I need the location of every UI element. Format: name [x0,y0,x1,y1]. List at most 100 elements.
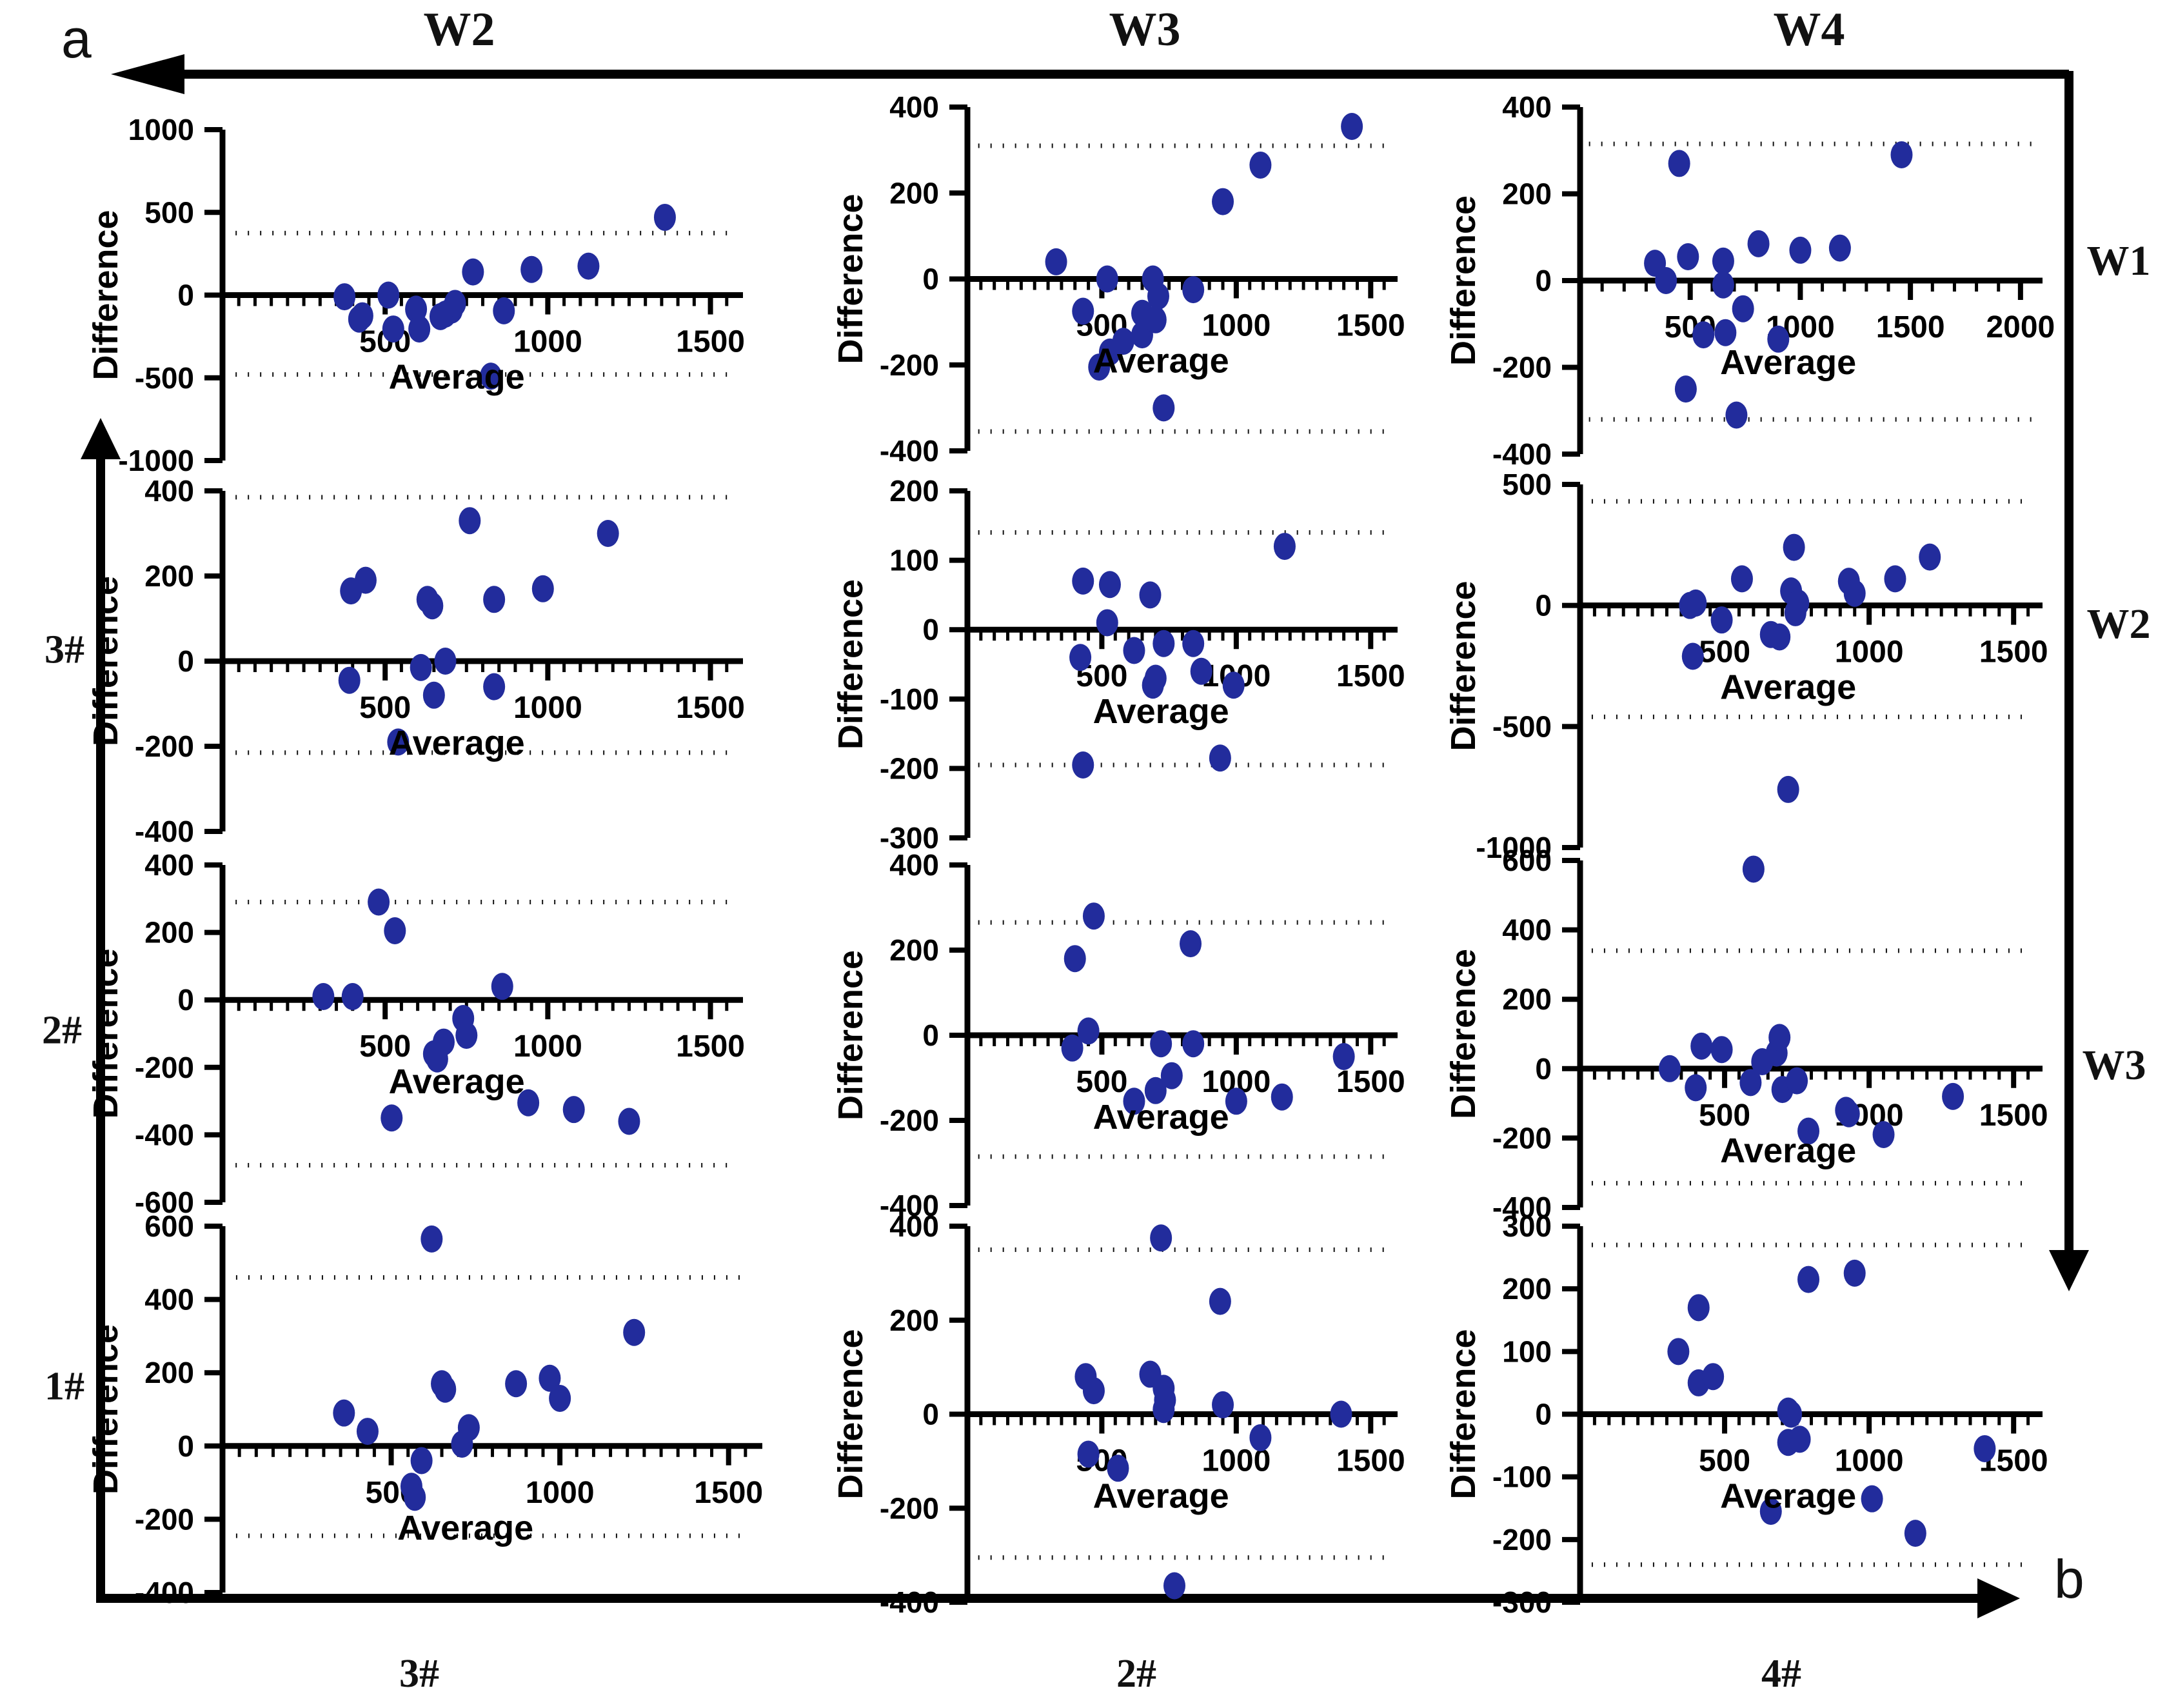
x-tick-label: 1000 [1835,635,1904,670]
y-tick-label: 400 [1502,913,1552,947]
data-point [1144,1077,1167,1104]
plot-w2-w2: 400 200 0 -200 -400 500 1000 1500 Difference Aver… [86,474,745,848]
data-point [459,507,481,535]
y-tick-label: 0 [177,644,194,678]
panel-label-b: b [2054,1549,2084,1609]
data-point [1797,1117,1820,1145]
y-tick-label: 100 [1502,1335,1552,1368]
data-point [1182,276,1205,304]
data-point [483,673,506,700]
x-axis-title: Average [1720,343,1856,382]
y-tick-label: -1000 [118,444,194,477]
data-point [1209,1287,1231,1315]
data-point [421,592,444,620]
y-tick-label: -200 [1492,351,1552,384]
data-point [531,575,554,602]
data-point [1884,565,1906,593]
data-point [1153,394,1175,422]
data-point [410,1447,433,1475]
y-tick-label: 0 [1535,589,1552,622]
x-tick-label: 1500 [1336,1444,1405,1478]
right-arrow-down-head-icon [2049,1250,2089,1291]
data-point [1077,1017,1100,1045]
data-point [1828,234,1851,262]
x-axis-title: Average [1720,1131,1856,1170]
x-axis-title: Average [1093,692,1229,731]
data-point [623,1318,646,1346]
y-axis-title: Difference [831,950,870,1120]
data-point [1212,1391,1234,1418]
panel-label-a: a [61,8,92,69]
data-point [1212,188,1234,215]
y-tick-label: 1000 [128,113,194,146]
data-point [1077,1440,1100,1468]
data-point [653,203,676,231]
data-point [1685,1074,1707,1102]
y-tick-label: -400 [880,434,939,468]
data-point [1687,1294,1710,1322]
y-tick-label: 0 [1535,1398,1552,1431]
y-tick-label: -400 [880,1585,939,1619]
data-point [1837,1100,1860,1127]
data-point [1974,1435,1996,1462]
data-point [1667,1338,1690,1365]
x-tick-label: 1500 [1979,1098,2048,1133]
x-tick-label: 1500 [1979,635,2048,670]
x-tick-label: 500 [359,691,411,725]
x-axis-title: Average [1093,1098,1229,1137]
data-point [1712,247,1734,275]
data-point [1082,902,1105,930]
data-point [444,290,466,317]
x-axis-title: Average [389,358,525,397]
data-point [1783,533,1805,561]
data-point [341,982,364,1010]
data-point [333,1399,355,1427]
y-tick-label: -1000 [1476,831,1552,864]
y-tick-label: -400 [1492,1191,1552,1224]
data-point [1160,1062,1183,1089]
data-point [1788,1425,1811,1453]
data-point [1045,248,1067,275]
data-point [1064,945,1086,973]
data-point [377,281,400,309]
x-tick-label: 1000 [513,691,582,725]
y-tick-label: 200 [889,933,939,967]
y-tick-label: -200 [1492,1121,1552,1155]
y-axis-title: Difference [1444,949,1483,1119]
data-point [1725,401,1748,429]
data-point [1082,1377,1105,1405]
y-tick-label: -200 [880,348,939,382]
y-tick-label: -400 [135,1118,194,1151]
data-point [382,315,404,343]
x-tick-label: 1000 [1202,309,1271,343]
x-axis-title: Average [1093,342,1229,381]
y-tick-label: -200 [135,1051,194,1084]
data-point [1096,265,1118,293]
data-point [1677,243,1699,271]
y-tick-label: 400 [1502,90,1552,124]
data-point [1332,1043,1355,1070]
data-point [1759,1498,1782,1525]
data-point [1072,297,1094,325]
data-point [1768,623,1791,651]
data-point [1692,321,1715,349]
data-point [1123,637,1145,664]
data-point [1330,1400,1352,1428]
y-tick-label: 400 [144,1283,194,1316]
data-point [1797,1266,1820,1293]
y-tick-label: 0 [177,279,194,312]
data-point [1190,657,1212,685]
data-point [1341,112,1363,140]
y-tick-label: 200 [144,559,194,593]
data-point [1942,1082,1964,1110]
row-label-w1: W1 [2086,237,2151,284]
y-tick-label: 400 [889,848,939,882]
data-point [1069,644,1092,671]
data-point [505,1370,528,1398]
data-point [1742,855,1765,883]
data-point [1655,267,1677,294]
data-point [1144,306,1167,333]
x-tick-label: 1000 [513,325,582,359]
y-tick-label: 0 [177,983,194,1017]
